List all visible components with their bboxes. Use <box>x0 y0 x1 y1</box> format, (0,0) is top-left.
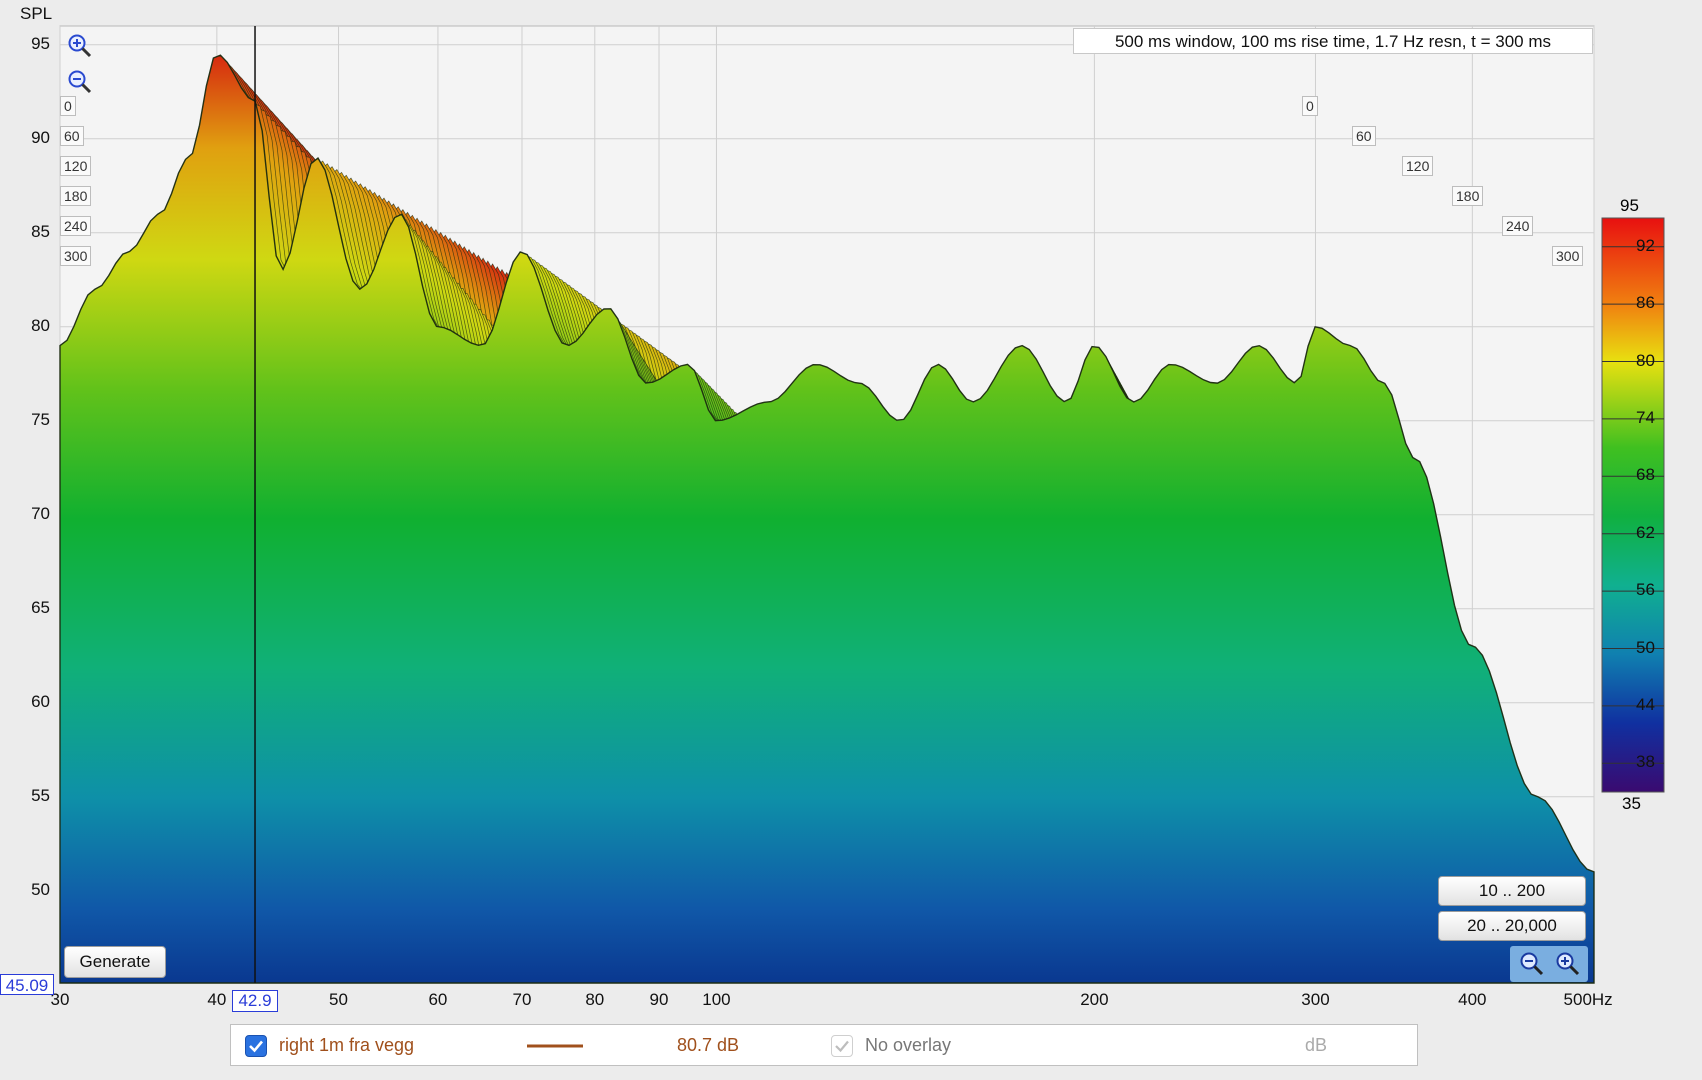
y-tick-label: 90 <box>31 127 50 147</box>
time-label-right: 0 <box>1302 96 1318 116</box>
zoom-out-icon[interactable] <box>66 68 94 96</box>
zoom-out-icon[interactable] <box>1518 950 1546 978</box>
time-label-left: 120 <box>60 156 92 176</box>
y-tick-label: 80 <box>31 315 50 335</box>
time-label-left: 0 <box>60 96 76 116</box>
y-axis-title: SPL <box>20 4 53 23</box>
x-tick-label: 60 <box>428 990 448 1009</box>
y-tick-label: 85 <box>31 221 50 241</box>
x-tick-label: 500Hz <box>1563 990 1613 1009</box>
generate-button[interactable]: Generate <box>64 946 166 978</box>
time-label-left: 60 <box>60 126 84 146</box>
range-20-20000-button[interactable]: 20 .. 20,000 <box>1438 911 1586 941</box>
unit-label: dB <box>1305 1035 1328 1055</box>
colorbar-tick-label: 62 <box>1636 522 1655 542</box>
colorbar-tick-label: 50 <box>1636 637 1655 657</box>
colorbar-tick-label: 44 <box>1636 694 1655 714</box>
y-tick-label: 65 <box>31 597 50 617</box>
y-tick-label: 50 <box>31 879 50 899</box>
y-tick-label: 60 <box>31 691 50 711</box>
y-tick-label: 95 <box>31 33 50 53</box>
colorbar-tick-label: 74 <box>1636 407 1655 427</box>
time-label-right: 120 <box>1402 156 1434 176</box>
zoom-in-icon[interactable] <box>66 32 94 60</box>
time-label-right: 60 <box>1352 126 1376 146</box>
analysis-parameters: 500 ms window, 100 ms rise time, 1.7 Hz … <box>1073 28 1593 54</box>
checkmark-icon <box>835 1040 849 1053</box>
checkmark-icon <box>249 1040 263 1053</box>
time-label-right: 240 <box>1502 216 1534 236</box>
x-tick-label: 70 <box>512 990 532 1009</box>
time-label-right: 180 <box>1452 186 1484 206</box>
overlay-label: No overlay <box>865 1035 952 1055</box>
x-tick-label: 300 <box>1301 990 1330 1009</box>
x-tick-label: 40 <box>207 990 227 1009</box>
legend-bar: right 1m fra vegg 80.7 dB No overlay dB <box>230 1024 1418 1066</box>
colorbar-tick-label: 68 <box>1636 465 1655 485</box>
colorbar-min-label: 35 <box>1622 794 1641 813</box>
colorbar-tick-label: 86 <box>1636 293 1655 313</box>
x-tick-label: 200 <box>1080 990 1109 1009</box>
series-value: 80.7 dB <box>677 1035 740 1055</box>
colorbar-tick-label: 80 <box>1636 350 1655 370</box>
x-tick-label: 50 <box>329 990 348 1009</box>
y-tick-label: 55 <box>31 785 50 805</box>
time-label-left: 240 <box>60 216 92 236</box>
series-swatch <box>527 1044 583 1048</box>
series-checkbox[interactable] <box>245 1035 267 1057</box>
time-label-left: 180 <box>60 186 92 206</box>
time-label-right: 300 <box>1552 246 1584 266</box>
colorbar-tick-label: 56 <box>1636 580 1655 600</box>
colorbar-max-label: 95 <box>1620 196 1639 215</box>
x-tick-label: 80 <box>585 990 605 1009</box>
x-tick-label: 90 <box>649 990 669 1009</box>
time-label-left: 300 <box>60 246 92 266</box>
series-name: right 1m fra vegg <box>279 1035 415 1055</box>
cursor-x-readout: 42.9 <box>232 990 279 1012</box>
zoom-in-icon[interactable] <box>1554 950 1582 978</box>
y-tick-label: 75 <box>31 409 50 429</box>
range-10-200-button[interactable]: 10 .. 200 <box>1438 876 1586 906</box>
horizontal-zoom-group <box>1510 946 1588 982</box>
overlay-checkbox[interactable] <box>831 1035 853 1057</box>
colorbar-tick-label: 92 <box>1636 235 1655 255</box>
x-tick-label: 30 <box>50 990 70 1009</box>
cursor-y-readout: 45.09 <box>0 974 54 995</box>
y-tick-label: 70 <box>31 503 50 523</box>
waterfall-slice <box>59 54 1595 984</box>
colorbar-tick-label: 38 <box>1636 752 1655 772</box>
colorbar <box>1601 217 1665 793</box>
x-tick-label: 400 <box>1458 990 1487 1009</box>
x-tick-label: 100 <box>702 990 731 1009</box>
waterfall-surface <box>59 54 1595 984</box>
colorbar-ticks <box>1602 246 1664 764</box>
